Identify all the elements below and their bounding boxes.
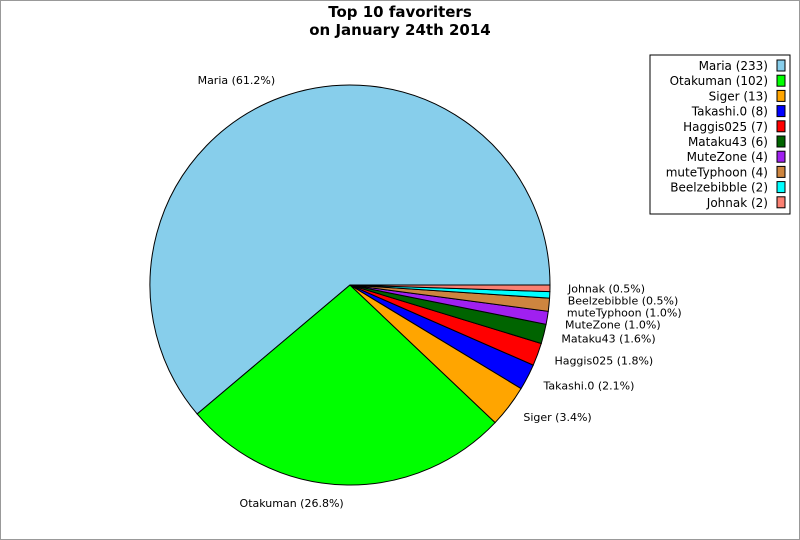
slice-label-haggis025: Haggis025 (1.8%)	[554, 355, 653, 368]
legend-swatch-maria	[776, 59, 786, 72]
pie-slices	[149, 84, 551, 486]
chart-title-line-1: Top 10 favoriters	[328, 3, 472, 21]
slice-label-mutezone: MuteZone (1.0%)	[565, 319, 661, 332]
slice-label-mataku43: Mataku43 (1.6%)	[561, 332, 655, 345]
legend-label-johnak: Johnak (2)	[706, 196, 768, 210]
legend-swatch-mutezone	[776, 150, 786, 163]
legend-box	[649, 54, 791, 215]
legend-label-maria: Maria (233)	[699, 59, 768, 73]
legend-label-mutetyphoon: muteTyphoon (4)	[666, 165, 768, 179]
slice-label-siger: Siger (3.4%)	[523, 411, 591, 424]
legend-swatch-johnak	[776, 196, 786, 209]
legend-swatch-otakuman	[776, 74, 786, 87]
slice-label-johnak: Johnak (0.5%)	[567, 283, 645, 296]
slice-label-mutetyphoon: muteTyphoon (1.0%)	[567, 307, 682, 320]
legend-label-mataku43: Mataku43 (6)	[688, 135, 768, 149]
legend-label-haggis025: Haggis025 (7)	[683, 120, 768, 134]
legend-swatch-takashi-0	[776, 105, 786, 118]
legend-swatch-mutetyphoon	[776, 165, 786, 178]
pie-slice-maria	[149, 84, 551, 415]
legend-label-takashi-0: Takashi.0 (8)	[691, 105, 768, 119]
slice-label-beelzebibble: Beelzebibble (0.5%)	[568, 295, 679, 308]
legend-label-otakuman: Otakuman (102)	[670, 74, 768, 88]
legend-label-mutezone: MuteZone (4)	[687, 150, 768, 164]
legend-label-siger: Siger (13)	[709, 89, 768, 103]
legend-swatch-mataku43	[776, 135, 786, 148]
slice-label-otakuman: Otakuman (26.8%)	[240, 497, 344, 510]
legend-swatch-siger	[776, 89, 786, 102]
pie-slice-otakuman	[196, 284, 496, 486]
legend: Maria (233)Otakuman (102)Siger (13) Takas…	[649, 54, 791, 215]
slice-label-takashi-0: Takashi.0 (2.1%)	[543, 379, 635, 392]
legend-swatch-haggis025	[776, 120, 786, 133]
chart-title-line-2: on January 24th 2014	[309, 21, 490, 39]
legend-swatch-beelzebibble	[776, 181, 786, 194]
legend-label-beelzebibble: Beelzebibble (2)	[670, 181, 768, 195]
slice-label-maria: Maria (61.2%)	[198, 74, 276, 87]
pie-slice-johnak	[349, 284, 551, 293]
pie-slice-labels: Maria (61.2%) Otakuman (26.8%) Siger (3.4%…	[198, 74, 682, 510]
